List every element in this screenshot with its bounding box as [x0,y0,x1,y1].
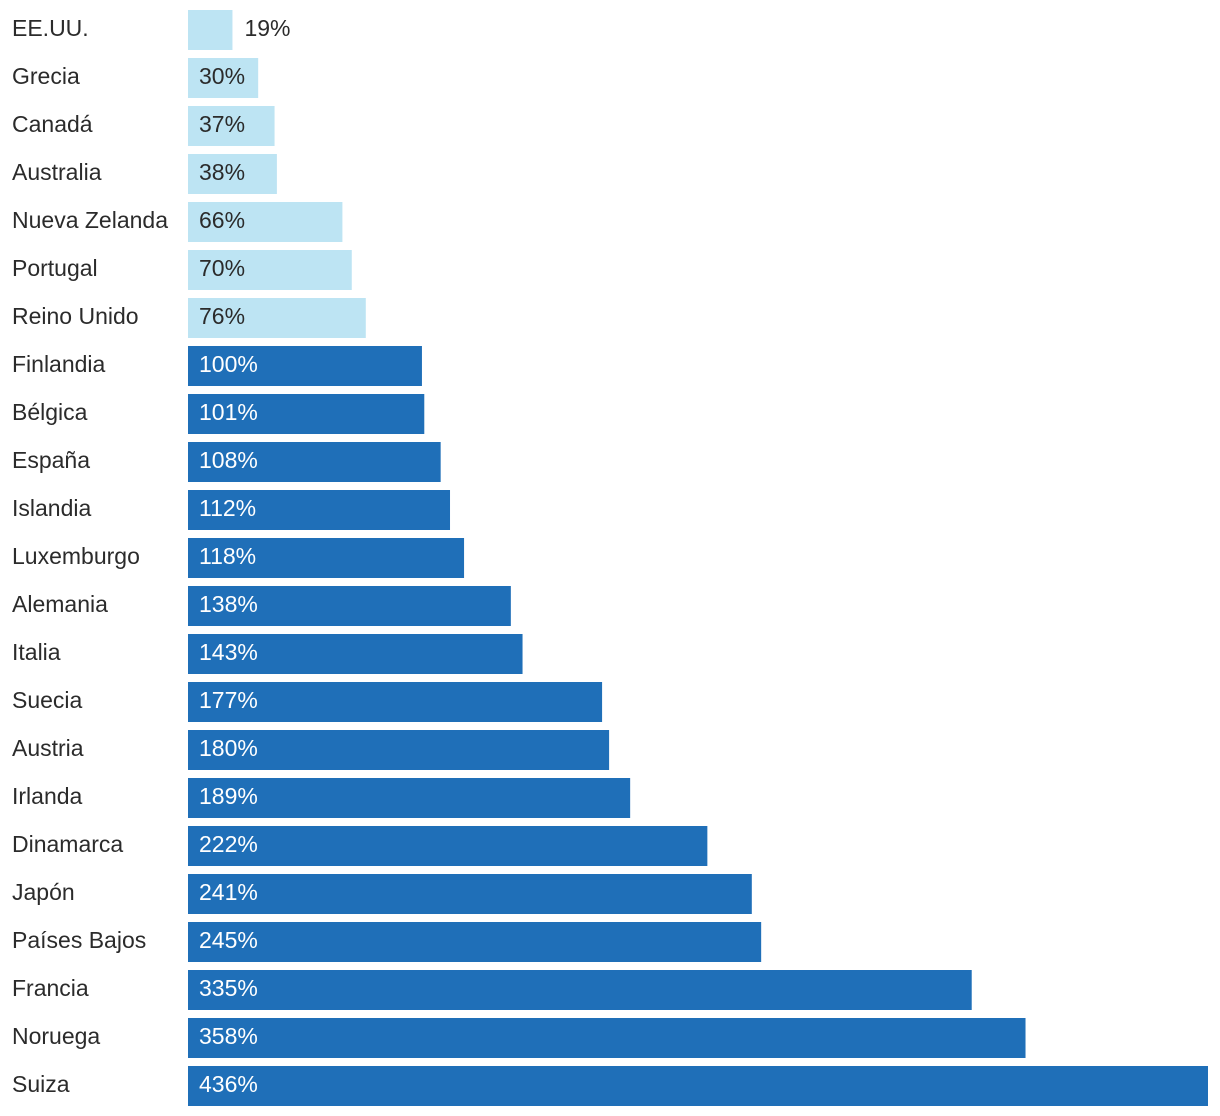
value-label: 177% [199,687,258,713]
category-label: Irlanda [12,783,83,809]
value-label: 108% [199,447,258,473]
bar [188,202,343,242]
value-label: 38% [199,159,245,185]
bar [188,250,352,290]
value-label: 118% [199,543,256,569]
category-label: Grecia [12,63,80,89]
value-label: 100% [199,351,258,377]
bar [188,394,425,434]
value-label: 222% [199,831,258,857]
category-label: Finlandia [12,351,106,377]
bar [188,874,752,914]
category-label: Portugal [12,255,98,281]
bar [188,154,277,194]
value-label: 76% [199,303,245,329]
category-label: Alemania [12,591,108,617]
value-label: 143% [199,639,258,665]
category-label: Luxemburgo [12,543,140,569]
value-label: 101% [199,399,258,425]
value-label: 241% [199,879,258,905]
bar [188,826,708,866]
value-label: 180% [199,735,258,761]
category-label: Nueva Zelanda [12,207,168,233]
category-label: Noruega [12,1023,100,1049]
category-label: Dinamarca [12,831,123,857]
category-label: EE.UU. [12,15,89,41]
bar [188,106,275,146]
value-label: 189% [199,783,258,809]
bar [188,442,441,482]
value-label: 138% [199,591,258,617]
bar [188,490,451,530]
category-label: Reino Unido [12,303,139,329]
category-label: Italia [12,639,61,665]
value-label: 19% [244,15,290,41]
bar [188,682,603,722]
value-label: 112% [199,495,256,521]
value-label: 70% [199,255,245,281]
value-label: 66% [199,207,245,233]
category-label: España [12,447,90,473]
bar [188,730,610,770]
value-label: 245% [199,927,258,953]
category-label: Francia [12,975,89,1001]
bar [188,586,511,626]
category-label: Islandia [12,495,91,521]
bar [188,346,422,386]
bar [188,10,233,50]
bar [188,538,465,578]
bar [188,1066,1208,1106]
value-label: 436% [199,1071,258,1097]
category-label: Austria [12,735,84,761]
category-label: Australia [12,159,102,185]
bar [188,634,523,674]
category-label: Países Bajos [12,927,146,953]
bar [188,298,366,338]
value-label: 30% [199,63,245,89]
bar [188,922,762,962]
bar [188,970,972,1010]
value-label: 37% [199,111,245,137]
category-label: Japón [12,879,75,905]
value-label: 335% [199,975,258,1001]
category-label: Suecia [12,687,83,713]
category-label: Bélgica [12,399,88,425]
category-label: Suiza [12,1071,70,1097]
value-label: 358% [199,1023,258,1049]
category-label: Canadá [12,111,93,137]
bar [188,778,631,818]
bar [188,1018,1026,1058]
bar [188,58,259,98]
